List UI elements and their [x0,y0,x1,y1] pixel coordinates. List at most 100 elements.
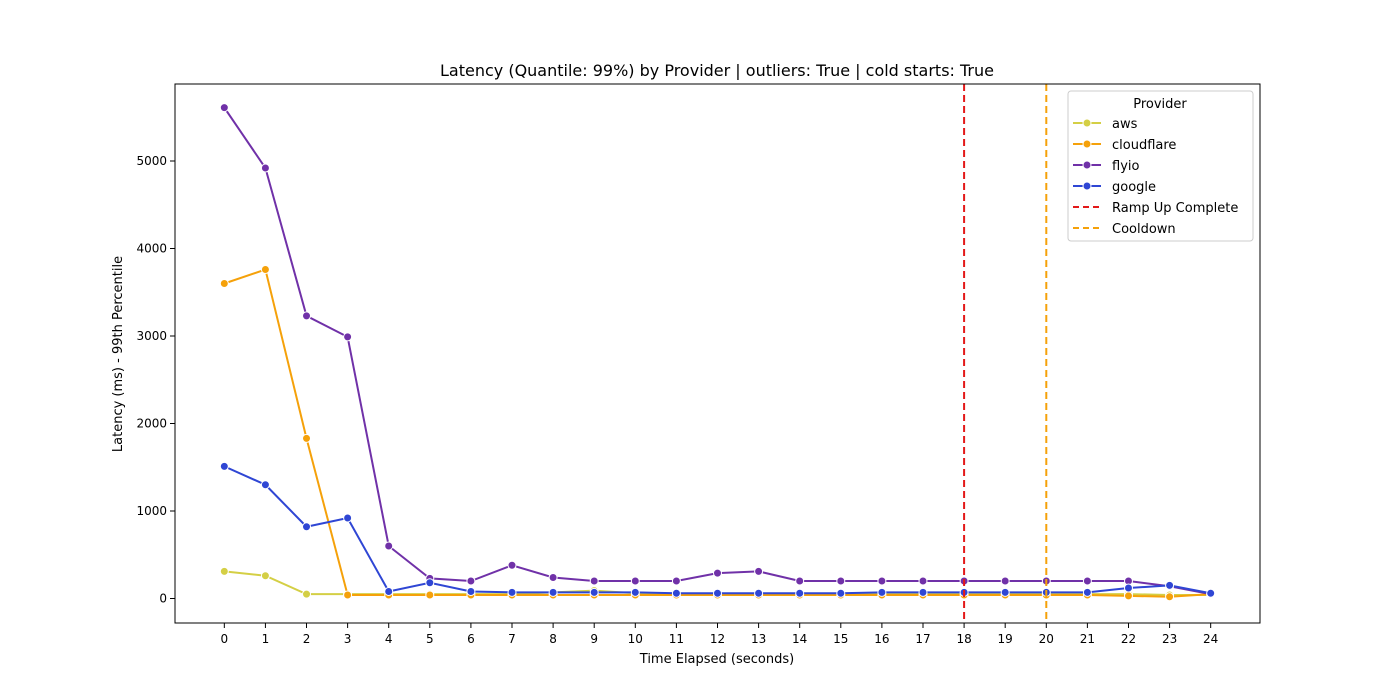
data-point-google [219,461,229,471]
x-tick-label: 4 [385,632,393,646]
x-tick-label: 1 [262,632,270,646]
data-point-google [302,522,312,532]
legend-label-aws: aws [1112,117,1138,132]
y-tick-label: 4000 [136,242,167,256]
data-point-flyio [671,576,681,586]
data-point-flyio [918,576,928,586]
data-point-google [1000,587,1010,597]
data-point-google [754,588,764,598]
data-point-google [1206,588,1216,598]
x-tick-label: 0 [220,632,228,646]
x-tick-label: 22 [1121,632,1136,646]
data-point-flyio [384,541,394,551]
data-point-flyio [754,566,764,576]
y-tick-label: 3000 [136,329,167,343]
data-point-cloudflare [425,590,435,600]
data-point-google [671,588,681,598]
data-point-google [466,587,476,596]
data-point-google [630,587,640,597]
data-point-flyio [877,576,887,586]
data-point-aws [302,589,312,599]
y-tick-label: 5000 [136,154,167,168]
data-point-google [1082,587,1092,597]
x-tick-label: 2 [303,632,311,646]
x-axis-label: Time Elapsed (seconds) [639,652,794,667]
legend-label-flyio: flyio [1112,159,1139,174]
x-tick-label: 5 [426,632,434,646]
x-tick-label: 19 [998,632,1013,646]
data-point-google [713,588,722,598]
data-point-google [343,513,353,523]
x-tick-label: 18 [956,632,971,646]
y-tick-label: 1000 [136,504,167,518]
x-tick-label: 3 [344,632,352,646]
chart-title: Latency (Quantile: 99%) by Provider | ou… [440,61,994,80]
legend-label-cloudflare: cloudflare [1112,138,1176,153]
data-point-google [1165,580,1175,590]
data-point-aws [219,566,229,576]
x-tick-label: 16 [874,632,889,646]
data-point-google [836,588,846,598]
data-point-flyio [836,576,846,586]
x-tick-label: 9 [590,632,598,646]
y-tick-label: 2000 [136,417,167,431]
data-point-google [548,587,558,597]
y-axis-label: Latency (ms) - 99th Percentile [111,256,126,452]
data-point-flyio [630,576,640,586]
x-tick-label: 21 [1080,632,1095,646]
plot-area: 0 1 2 3 4 5 6 7 8 9 10 11 12 13 14 15 16 17 18 19 20 21 22 23 24… [136,84,1218,646]
data-point-google [877,587,887,597]
data-point-flyio [466,576,476,586]
x-tick-label: 20 [1039,632,1054,646]
legend-marker-cloudflare [1082,139,1092,149]
data-point-flyio [589,576,599,586]
x-tick-label: 13 [751,632,766,646]
data-point-google [425,578,435,588]
legend-label-reference-line: Cooldown [1112,222,1176,237]
x-tick-label: 17 [915,632,930,646]
data-point-google [1123,583,1133,593]
x-tick-label: 8 [549,632,557,646]
data-point-flyio [219,103,229,113]
data-point-google [589,587,599,597]
data-point-flyio [507,560,517,570]
legend-marker-aws [1082,118,1092,128]
legend-marker-flyio [1082,160,1092,170]
data-point-flyio [713,568,722,578]
data-point-cloudflare [1165,592,1175,602]
x-tick-label: 7 [508,632,516,646]
x-tick-label: 14 [792,632,807,646]
y-tick-label: 0 [159,592,167,606]
data-point-google [918,587,928,597]
legend-marker-google [1082,181,1092,191]
legend: Provider aws cloudflare flyio google Ramp Up… [1067,90,1254,242]
x-tick-label: 6 [467,632,475,646]
plot-frame [174,83,1261,624]
data-point-flyio [260,163,270,173]
data-point-google [260,480,270,490]
data-point-cloudflare [260,265,270,274]
data-point-flyio [795,576,805,586]
x-tick-label: 15 [833,632,848,646]
x-tick-label: 23 [1162,632,1177,646]
data-point-cloudflare [302,433,312,443]
data-point-cloudflare [219,279,229,288]
data-point-cloudflare [343,590,353,600]
data-point-cloudflare [1123,591,1133,601]
data-point-flyio [548,573,558,582]
legend-title: Provider [1133,97,1187,112]
data-point-google [795,588,805,598]
data-point-flyio [343,332,353,342]
legend-label-google: google [1112,180,1156,195]
data-point-flyio [1000,576,1010,586]
data-point-google [384,587,394,596]
data-point-flyio [1082,576,1092,586]
legend-frame [1067,90,1254,242]
x-tick-label: 24 [1203,632,1218,646]
x-tick-label: 11 [669,632,684,646]
data-point-flyio [302,311,312,321]
data-point-aws [260,571,270,581]
x-tick-label: 12 [710,632,725,646]
x-tick-label: 10 [628,632,643,646]
